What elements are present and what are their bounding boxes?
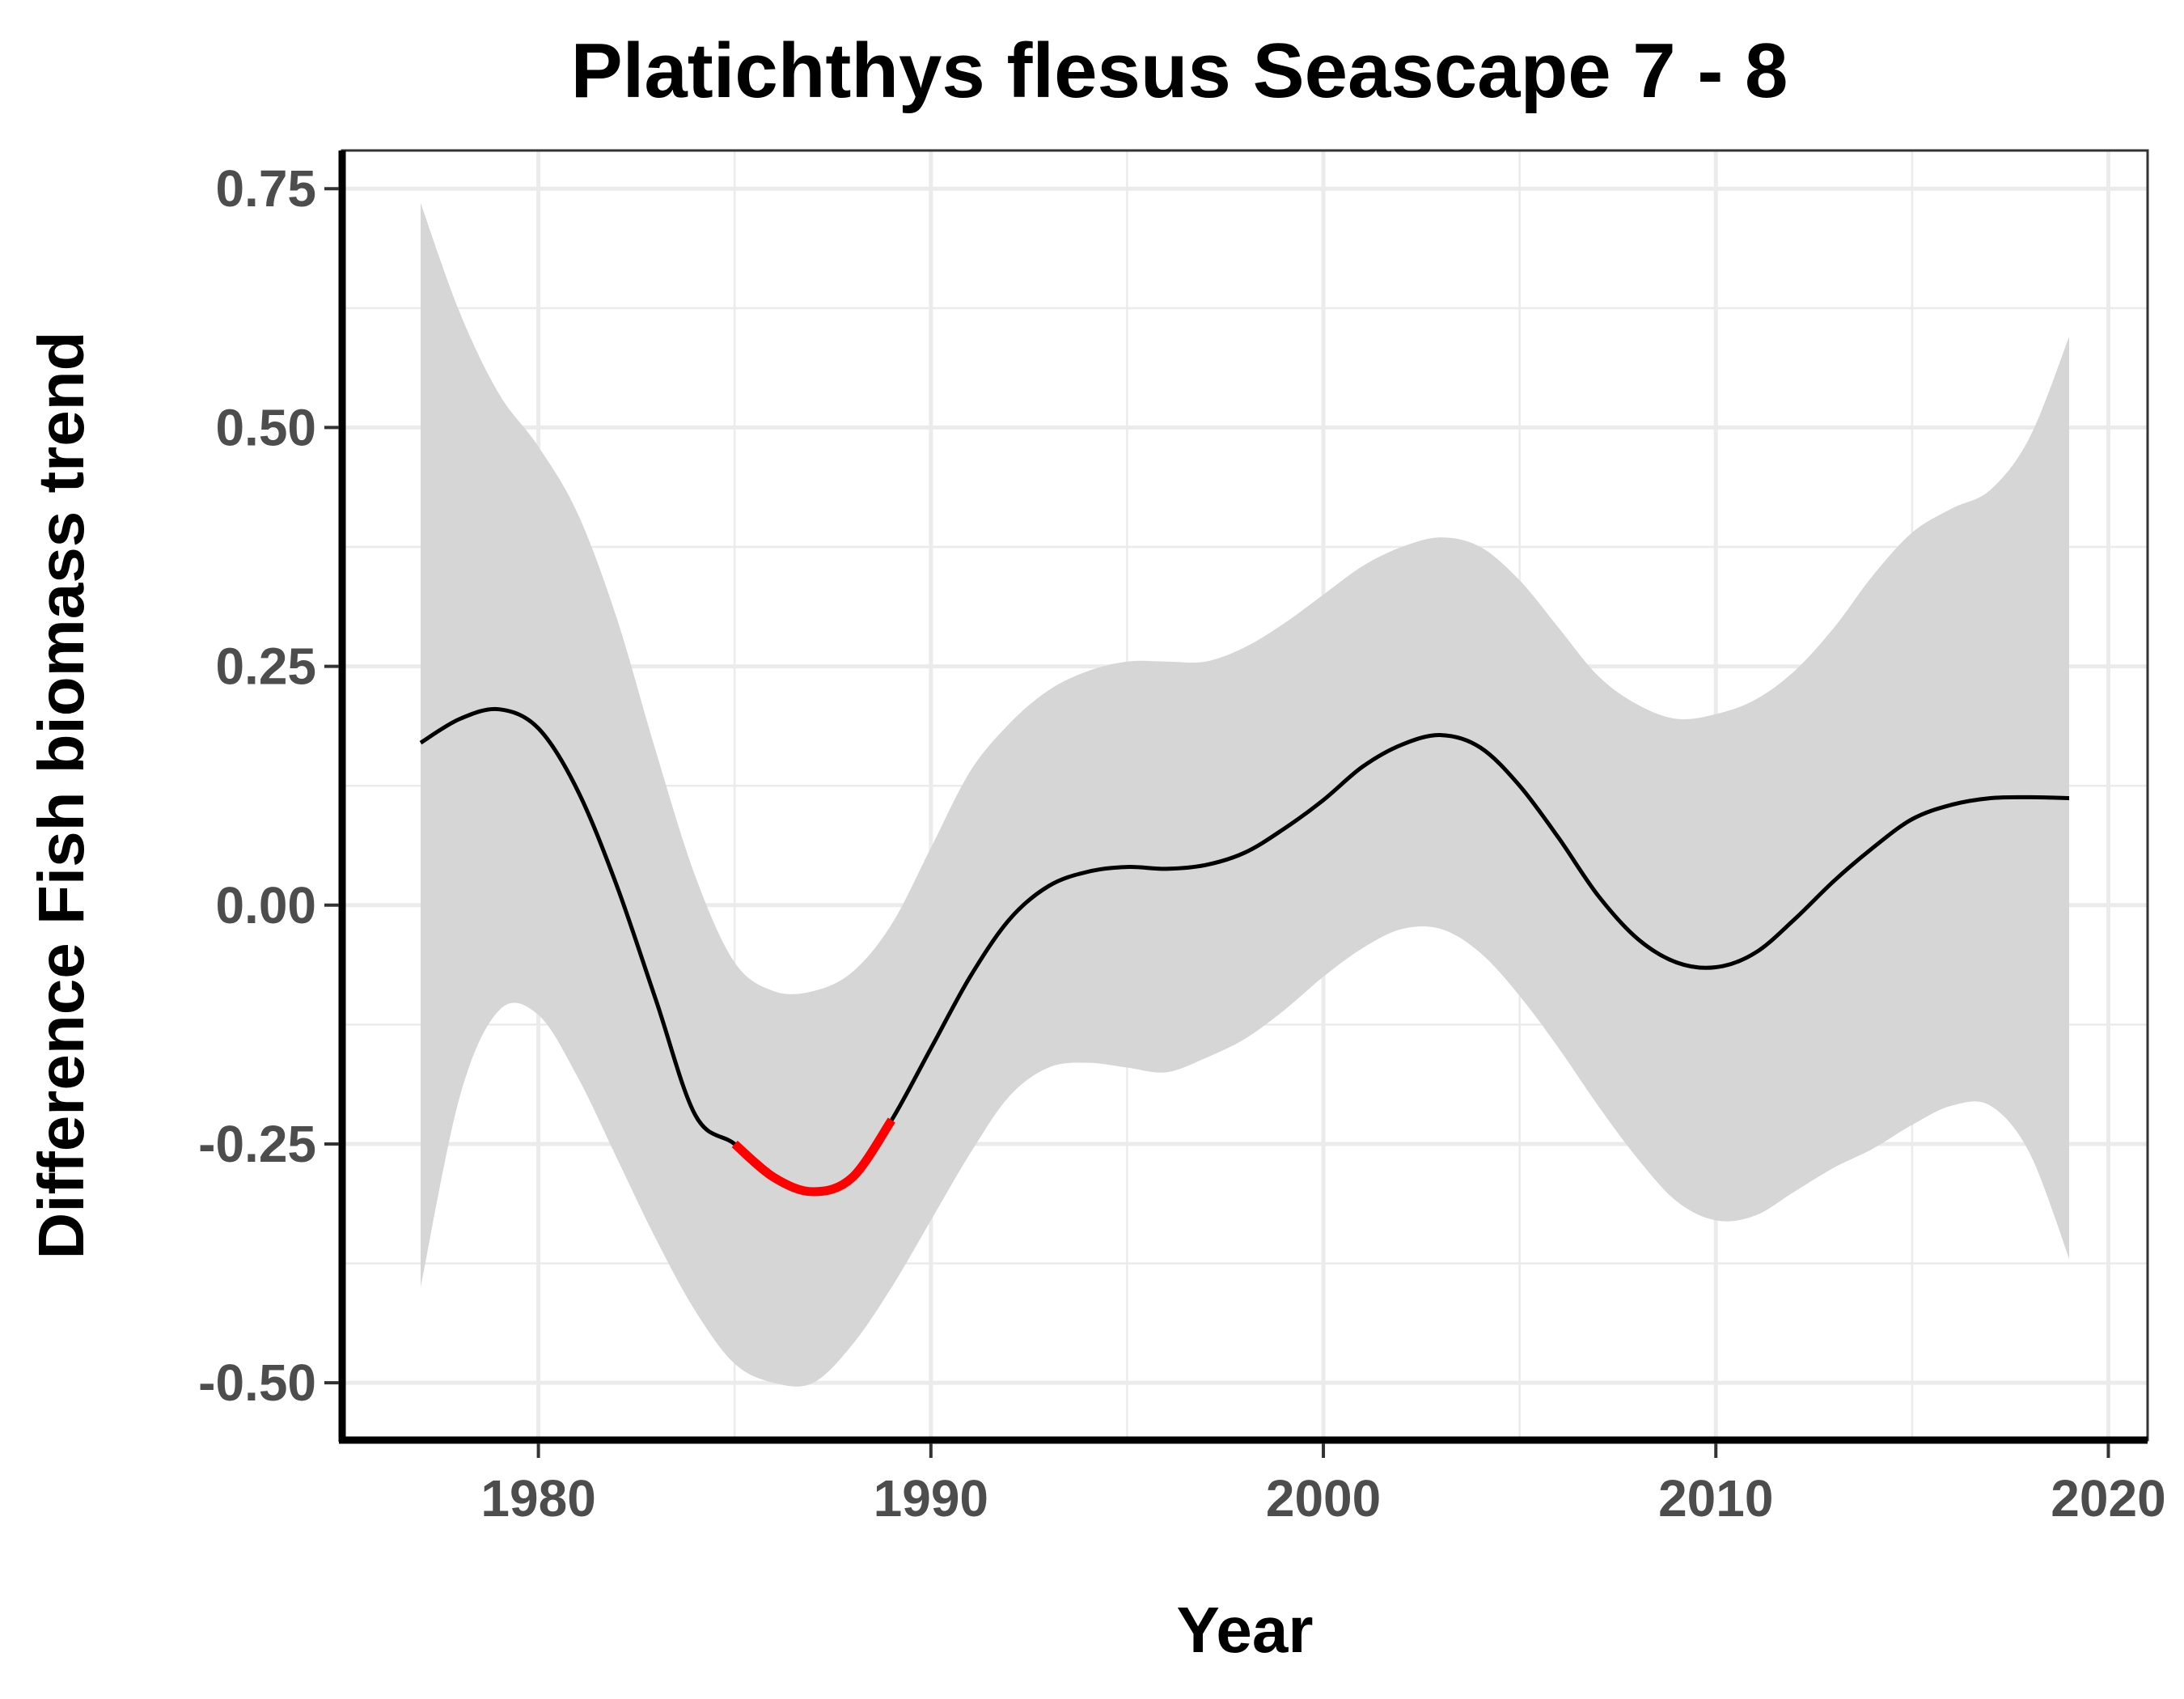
x-tick-label: 1980 <box>480 1469 595 1527</box>
x-tick-label: 2010 <box>1658 1469 1773 1527</box>
significant-segment <box>731 1117 895 1197</box>
x-axis-ticks: 1980 1990 2000 2010 2020 <box>480 1443 2166 1527</box>
y-tick-label: -0.50 <box>198 1354 316 1412</box>
x-tick-label: 2000 <box>1266 1469 1381 1527</box>
trend-lines <box>419 706 2070 1197</box>
y-tick-label: 0.75 <box>215 159 316 218</box>
confidence-band <box>421 202 2069 1387</box>
x-axis-title: Year <box>1176 1594 1313 1666</box>
trend-line <box>419 706 2070 1194</box>
y-tick-label: -0.25 <box>198 1115 316 1173</box>
x-tick-label: 2020 <box>2051 1469 2165 1527</box>
y-axis-title: Difference Fish biomass trend <box>25 332 97 1260</box>
y-tick-label: 0.00 <box>215 876 316 934</box>
chart-title: Platichthys flesus Seascape 7 - 8 <box>571 28 1788 114</box>
y-tick-label: 0.25 <box>215 638 316 696</box>
y-tick-label: 0.50 <box>215 398 316 456</box>
y-axis-ticks: -0.50 -0.25 0.00 0.25 0.50 0.75 <box>198 159 339 1412</box>
x-tick-label: 1990 <box>874 1469 988 1527</box>
confidence-ribbon <box>421 202 2069 1387</box>
